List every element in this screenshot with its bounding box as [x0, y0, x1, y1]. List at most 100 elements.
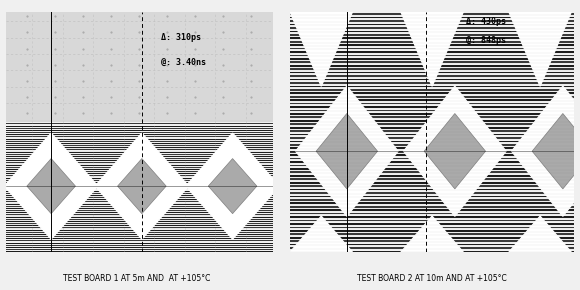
Bar: [6, 167, 273, 168]
Bar: [290, 209, 574, 211]
Bar: [6, 186, 273, 187]
Bar: [290, 117, 574, 118]
Bar: [6, 141, 273, 142]
Bar: [6, 158, 273, 159]
Polygon shape: [509, 12, 571, 86]
Bar: [6, 180, 273, 181]
Bar: [290, 185, 574, 187]
Bar: [290, 233, 574, 235]
Polygon shape: [296, 86, 398, 216]
Bar: [290, 27, 574, 29]
Bar: [6, 206, 273, 207]
Polygon shape: [27, 159, 75, 214]
Polygon shape: [95, 133, 188, 239]
Bar: [6, 236, 273, 237]
Bar: [6, 223, 273, 224]
Bar: [6, 134, 273, 135]
Bar: [290, 151, 574, 153]
Bar: [6, 219, 273, 220]
Bar: [6, 145, 273, 146]
Polygon shape: [512, 86, 580, 216]
Bar: [290, 61, 574, 63]
Bar: [290, 89, 574, 91]
Bar: [6, 232, 273, 233]
Bar: [290, 165, 574, 166]
Bar: [6, 238, 273, 239]
Bar: [290, 51, 574, 53]
Bar: [6, 171, 273, 172]
Bar: [290, 55, 574, 56]
Bar: [6, 225, 273, 226]
Bar: [290, 195, 574, 197]
Bar: [290, 247, 574, 249]
Polygon shape: [401, 12, 463, 86]
Text: @: 3.40ns: @: 3.40ns: [161, 57, 205, 66]
Polygon shape: [401, 216, 463, 252]
Bar: [6, 169, 273, 170]
Polygon shape: [5, 133, 98, 239]
Bar: [290, 182, 574, 184]
Bar: [6, 230, 273, 231]
Bar: [290, 48, 574, 49]
Bar: [6, 156, 273, 157]
Bar: [6, 132, 273, 133]
Bar: [290, 99, 574, 101]
Text: @: 848ps: @: 848ps: [466, 36, 506, 45]
Bar: [290, 44, 574, 46]
Bar: [6, 212, 273, 213]
Bar: [6, 182, 273, 183]
Bar: [290, 171, 574, 173]
Polygon shape: [424, 113, 485, 189]
Polygon shape: [290, 216, 353, 252]
Bar: [6, 143, 273, 144]
Bar: [6, 149, 273, 151]
Bar: [290, 161, 574, 163]
Bar: [290, 123, 574, 125]
Bar: [290, 192, 574, 194]
Bar: [6, 195, 273, 196]
Bar: [290, 79, 574, 80]
Bar: [290, 206, 574, 208]
Polygon shape: [404, 86, 506, 216]
Bar: [290, 244, 574, 245]
Bar: [290, 226, 574, 228]
Bar: [290, 127, 574, 128]
Bar: [290, 223, 574, 225]
Bar: [6, 247, 273, 248]
Bar: [290, 130, 574, 132]
Bar: [290, 75, 574, 77]
Bar: [6, 139, 273, 140]
Bar: [6, 217, 273, 218]
Bar: [6, 210, 273, 211]
Polygon shape: [509, 216, 571, 252]
Bar: [290, 120, 574, 122]
Bar: [290, 154, 574, 156]
Bar: [290, 230, 574, 232]
Bar: [6, 175, 273, 177]
Bar: [290, 144, 574, 146]
Bar: [6, 173, 273, 174]
Bar: [6, 199, 273, 200]
Bar: [290, 93, 574, 94]
Bar: [6, 154, 273, 155]
Bar: [290, 96, 574, 97]
Polygon shape: [186, 133, 280, 239]
Bar: [6, 152, 273, 153]
Bar: [290, 30, 574, 32]
Text: TEST BOARD 2 AT 10m AND AT +105°C: TEST BOARD 2 AT 10m AND AT +105°C: [357, 274, 507, 283]
Bar: [290, 37, 574, 39]
Bar: [290, 141, 574, 142]
Bar: [6, 162, 273, 164]
Polygon shape: [316, 113, 378, 189]
Text: Δ: 430ps: Δ: 430ps: [466, 17, 506, 26]
Bar: [290, 65, 574, 67]
Bar: [290, 216, 574, 218]
Polygon shape: [290, 12, 353, 86]
Bar: [290, 189, 574, 191]
Bar: [290, 68, 574, 70]
Text: Δ: 310ps: Δ: 310ps: [161, 33, 201, 42]
Bar: [290, 13, 574, 15]
Polygon shape: [118, 159, 166, 214]
Bar: [6, 164, 273, 166]
Bar: [6, 227, 273, 229]
